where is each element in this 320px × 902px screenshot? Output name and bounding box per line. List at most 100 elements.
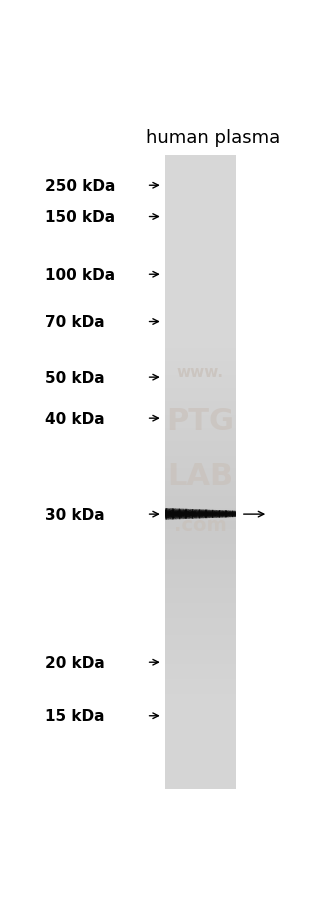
Bar: [165, 415, 236, 419]
Bar: [165, 217, 236, 220]
Bar: [165, 209, 236, 212]
Bar: [165, 272, 236, 275]
Bar: [165, 394, 236, 397]
Bar: [165, 327, 236, 329]
Bar: [165, 520, 236, 523]
Bar: [165, 162, 236, 165]
Bar: [165, 377, 236, 380]
Bar: [165, 308, 236, 310]
Bar: [165, 169, 236, 171]
Bar: [165, 590, 236, 593]
Bar: [165, 563, 236, 566]
Bar: [165, 615, 236, 618]
Bar: [165, 740, 236, 742]
Bar: [165, 487, 236, 490]
Bar: [165, 527, 236, 529]
Bar: [165, 161, 236, 163]
Bar: [165, 453, 236, 456]
Bar: [165, 630, 236, 633]
Bar: [165, 548, 236, 551]
Bar: [165, 190, 236, 193]
Bar: [165, 337, 236, 340]
Bar: [165, 620, 236, 622]
Bar: [165, 249, 236, 252]
Bar: [165, 651, 236, 654]
Bar: [165, 369, 236, 372]
Bar: [165, 519, 236, 521]
Bar: [165, 656, 236, 658]
Bar: [165, 409, 236, 412]
Bar: [165, 320, 236, 323]
Bar: [165, 198, 236, 201]
Bar: [165, 333, 236, 336]
Bar: [165, 470, 236, 473]
Bar: [165, 306, 236, 308]
Bar: [165, 776, 236, 778]
Bar: [165, 525, 236, 528]
Bar: [165, 593, 236, 595]
Bar: [165, 493, 236, 496]
Bar: [165, 457, 236, 460]
Bar: [165, 350, 236, 353]
Bar: [165, 465, 236, 469]
Bar: [165, 760, 236, 764]
Bar: [165, 575, 236, 578]
Bar: [165, 230, 236, 233]
Bar: [165, 421, 236, 425]
Bar: [165, 744, 236, 747]
Bar: [165, 500, 236, 502]
Bar: [165, 270, 236, 272]
Bar: [165, 504, 236, 507]
Bar: [165, 312, 236, 315]
Bar: [165, 643, 236, 646]
Bar: [165, 640, 236, 643]
Bar: [165, 243, 236, 245]
Bar: [165, 478, 236, 482]
Bar: [165, 361, 236, 364]
Bar: [165, 784, 236, 787]
Bar: [165, 281, 236, 283]
Bar: [165, 574, 236, 576]
Bar: [165, 628, 236, 630]
Bar: [165, 612, 236, 614]
Bar: [165, 659, 236, 662]
Bar: [165, 645, 236, 648]
Bar: [165, 773, 236, 777]
Bar: [165, 599, 236, 602]
Bar: [165, 580, 236, 583]
Bar: [165, 536, 236, 538]
Bar: [165, 550, 236, 553]
Bar: [165, 268, 236, 271]
Bar: [165, 502, 236, 504]
Text: 50 kDa: 50 kDa: [45, 370, 105, 385]
Bar: [165, 594, 236, 597]
Bar: [165, 238, 236, 241]
Bar: [165, 304, 236, 307]
Bar: [165, 567, 236, 570]
Bar: [165, 596, 236, 599]
Bar: [165, 555, 236, 557]
Bar: [165, 741, 236, 745]
Bar: [165, 748, 236, 751]
Bar: [165, 571, 236, 574]
Bar: [165, 388, 236, 391]
Bar: [165, 253, 236, 256]
Bar: [165, 732, 236, 734]
Bar: [165, 424, 236, 427]
Bar: [165, 700, 236, 703]
Bar: [165, 483, 236, 485]
Bar: [165, 373, 236, 376]
Bar: [165, 681, 236, 684]
Bar: [165, 601, 236, 603]
Bar: [165, 289, 236, 291]
Bar: [165, 607, 236, 610]
Bar: [165, 279, 236, 281]
Bar: [165, 558, 236, 561]
Bar: [165, 763, 236, 766]
Bar: [165, 675, 236, 677]
Bar: [165, 293, 236, 296]
Bar: [165, 727, 236, 730]
Bar: [165, 462, 236, 465]
Bar: [165, 658, 236, 660]
Bar: [165, 371, 236, 373]
